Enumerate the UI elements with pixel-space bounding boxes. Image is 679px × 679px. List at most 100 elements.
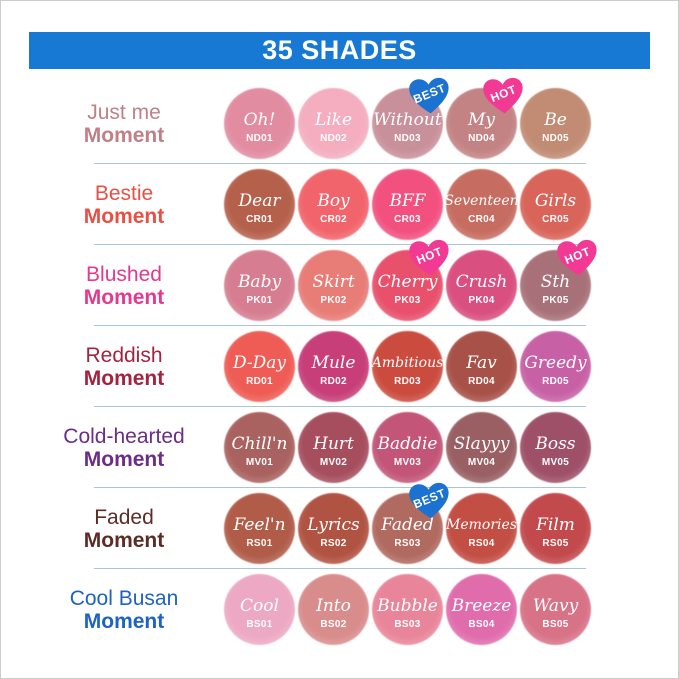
hot-heart-badge-icon: HOT: [557, 239, 597, 275]
shade-swatch-rs03: Faded RS03 BEST: [372, 482, 449, 568]
shade-name: Ambitious: [371, 354, 444, 371]
swatch-blob: [372, 573, 443, 645]
shade-code: RD01: [246, 375, 273, 387]
hot-heart-badge-icon: HOT: [483, 77, 523, 113]
moment-label-line2: Moment: [83, 285, 165, 309]
shade-code: RS02: [320, 537, 347, 549]
moment-label-line2: Moment: [83, 528, 165, 552]
moment-label: Cool Busan Moment: [31, 587, 217, 633]
swatch-blob: [298, 573, 369, 645]
swatch-blob: [520, 573, 591, 645]
swatch-blob: [224, 168, 295, 240]
moment-row: Reddish Moment D-Day RD01 Mule RD02 Ambitiou…: [1, 326, 678, 407]
swatch-blob: [224, 87, 295, 159]
shade-list: Baby PK01 Skirt PK02 Cherry PK03 HOT Crush PK04 S…: [224, 239, 597, 325]
shade-swatch-bs03: Bubble BS03: [372, 571, 443, 649]
swatch-blob: [446, 168, 517, 240]
shade-swatch-bs05: Wavy BS05: [520, 571, 591, 649]
shade-code: ND05: [542, 132, 569, 144]
shade-list: D-Day RD01 Mule RD02 Ambitious RD03 Fav RD04 Gre…: [224, 328, 594, 406]
shade-name: Girls: [534, 190, 577, 211]
moment-label-line1: Reddish: [85, 343, 163, 367]
shade-list: Feel'n RS01 Lyrics RS02 Faded RS03 BEST Memorie…: [224, 482, 594, 568]
shade-name: Skirt: [312, 271, 355, 292]
shade-swatch-pk04: Crush PK04: [446, 247, 517, 325]
shade-code: PK04: [468, 294, 495, 306]
swatch-blob: [446, 573, 517, 645]
best-heart-badge-icon: BEST: [409, 482, 449, 518]
moment-label: Cold-hearted Moment: [31, 425, 217, 471]
shade-name: Be: [544, 109, 567, 130]
shade-name: Dear: [238, 190, 281, 211]
shade-swatch-cr02: Boy CR02: [298, 166, 369, 244]
swatch-blob: [298, 411, 369, 483]
shade-name: Into: [316, 595, 351, 616]
shade-swatch-rs01: Feel'n RS01: [224, 490, 295, 568]
shade-list: Oh! ND01 Like ND02 Without ND03 BEST My ND04 HOT B…: [224, 77, 594, 163]
moment-label-line1: Bestie: [94, 181, 154, 205]
moment-label-line1: Cool Busan: [69, 586, 179, 610]
swatch-blob: [372, 330, 443, 402]
shade-name: Mule: [311, 352, 356, 373]
swatch-blob: [520, 168, 591, 240]
shade-name: Seventeen: [444, 192, 519, 209]
shade-code: RD02: [320, 375, 347, 387]
shade-name: Cool: [240, 595, 279, 616]
shade-name: Hurt: [313, 433, 354, 454]
shade-name: Baddie: [377, 433, 438, 454]
shade-swatch-mv01: Chill'n MV01: [224, 409, 295, 487]
row-separator: [93, 163, 586, 164]
shade-swatch-cr03: BFF CR03: [372, 166, 443, 244]
moment-label: Just me Moment: [31, 101, 217, 147]
moment-label-line1: Cold-hearted: [63, 424, 185, 448]
shade-code: CR02: [320, 213, 347, 225]
swatch-blob: [520, 411, 591, 483]
swatch-blob: [520, 492, 591, 564]
shade-swatch-nd04: My ND04 HOT: [446, 77, 523, 163]
shade-name: BFF: [389, 190, 426, 211]
shade-name: Breeze: [451, 595, 512, 616]
swatch-blob: [224, 573, 295, 645]
shade-code: MV04: [467, 456, 496, 468]
swatch-blob: [298, 87, 369, 159]
shade-name: Crush: [455, 271, 508, 292]
shade-name: D-Day: [232, 352, 287, 373]
shade-code: RS01: [246, 537, 273, 549]
shade-swatch-mv04: Slayyy MV04: [446, 409, 517, 487]
shade-name: Sth: [540, 271, 571, 292]
shade-swatch-pk05: Sth PK05 HOT: [520, 239, 597, 325]
shade-swatch-bs04: Breeze BS04: [446, 571, 517, 649]
shade-name: Like: [314, 109, 353, 130]
shade-rows: Just me Moment Oh! ND01 Like ND02 Without ND0…: [1, 77, 678, 650]
shade-code: BS05: [542, 618, 569, 630]
shade-swatch-rs02: Lyrics RS02: [298, 490, 369, 568]
shade-swatch-rd01: D-Day RD01: [224, 328, 295, 406]
shade-code: ND02: [320, 132, 347, 144]
swatch-blob: [224, 249, 295, 321]
swatch-blob: [224, 492, 295, 564]
moment-label-line1: Just me: [87, 100, 161, 124]
shade-name: Without: [373, 109, 442, 130]
shade-swatch-mv05: Boss MV05: [520, 409, 591, 487]
moment-label: Blushed Moment: [31, 263, 217, 309]
moment-label-line1: Blushed: [86, 262, 162, 286]
shade-code: RS03: [394, 537, 421, 549]
swatch-blob: [298, 492, 369, 564]
shade-code: RS05: [542, 537, 569, 549]
shade-swatch-pk03: Cherry PK03 HOT: [372, 239, 449, 325]
shade-code: CR03: [394, 213, 421, 225]
shade-code: CR04: [468, 213, 495, 225]
header-banner: 35 SHADES: [29, 32, 650, 69]
shade-swatch-cr05: Girls CR05: [520, 166, 591, 244]
swatch-blob: [224, 330, 295, 402]
shade-code: PK02: [320, 294, 347, 306]
moment-row: Cold-hearted Moment Chill'n MV01 Hurt MV02 B…: [1, 407, 678, 488]
shade-name: Faded: [381, 514, 434, 535]
moment-label-line1: Faded: [94, 505, 154, 529]
shade-code: MV01: [245, 456, 274, 468]
shade-list: Cool BS01 Into BS02 Bubble BS03 Breeze BS04 Wavy…: [224, 571, 594, 649]
shade-swatch-pk02: Skirt PK02: [298, 247, 369, 325]
swatch-blob: [224, 411, 295, 483]
shade-swatch-pk01: Baby PK01: [224, 247, 295, 325]
